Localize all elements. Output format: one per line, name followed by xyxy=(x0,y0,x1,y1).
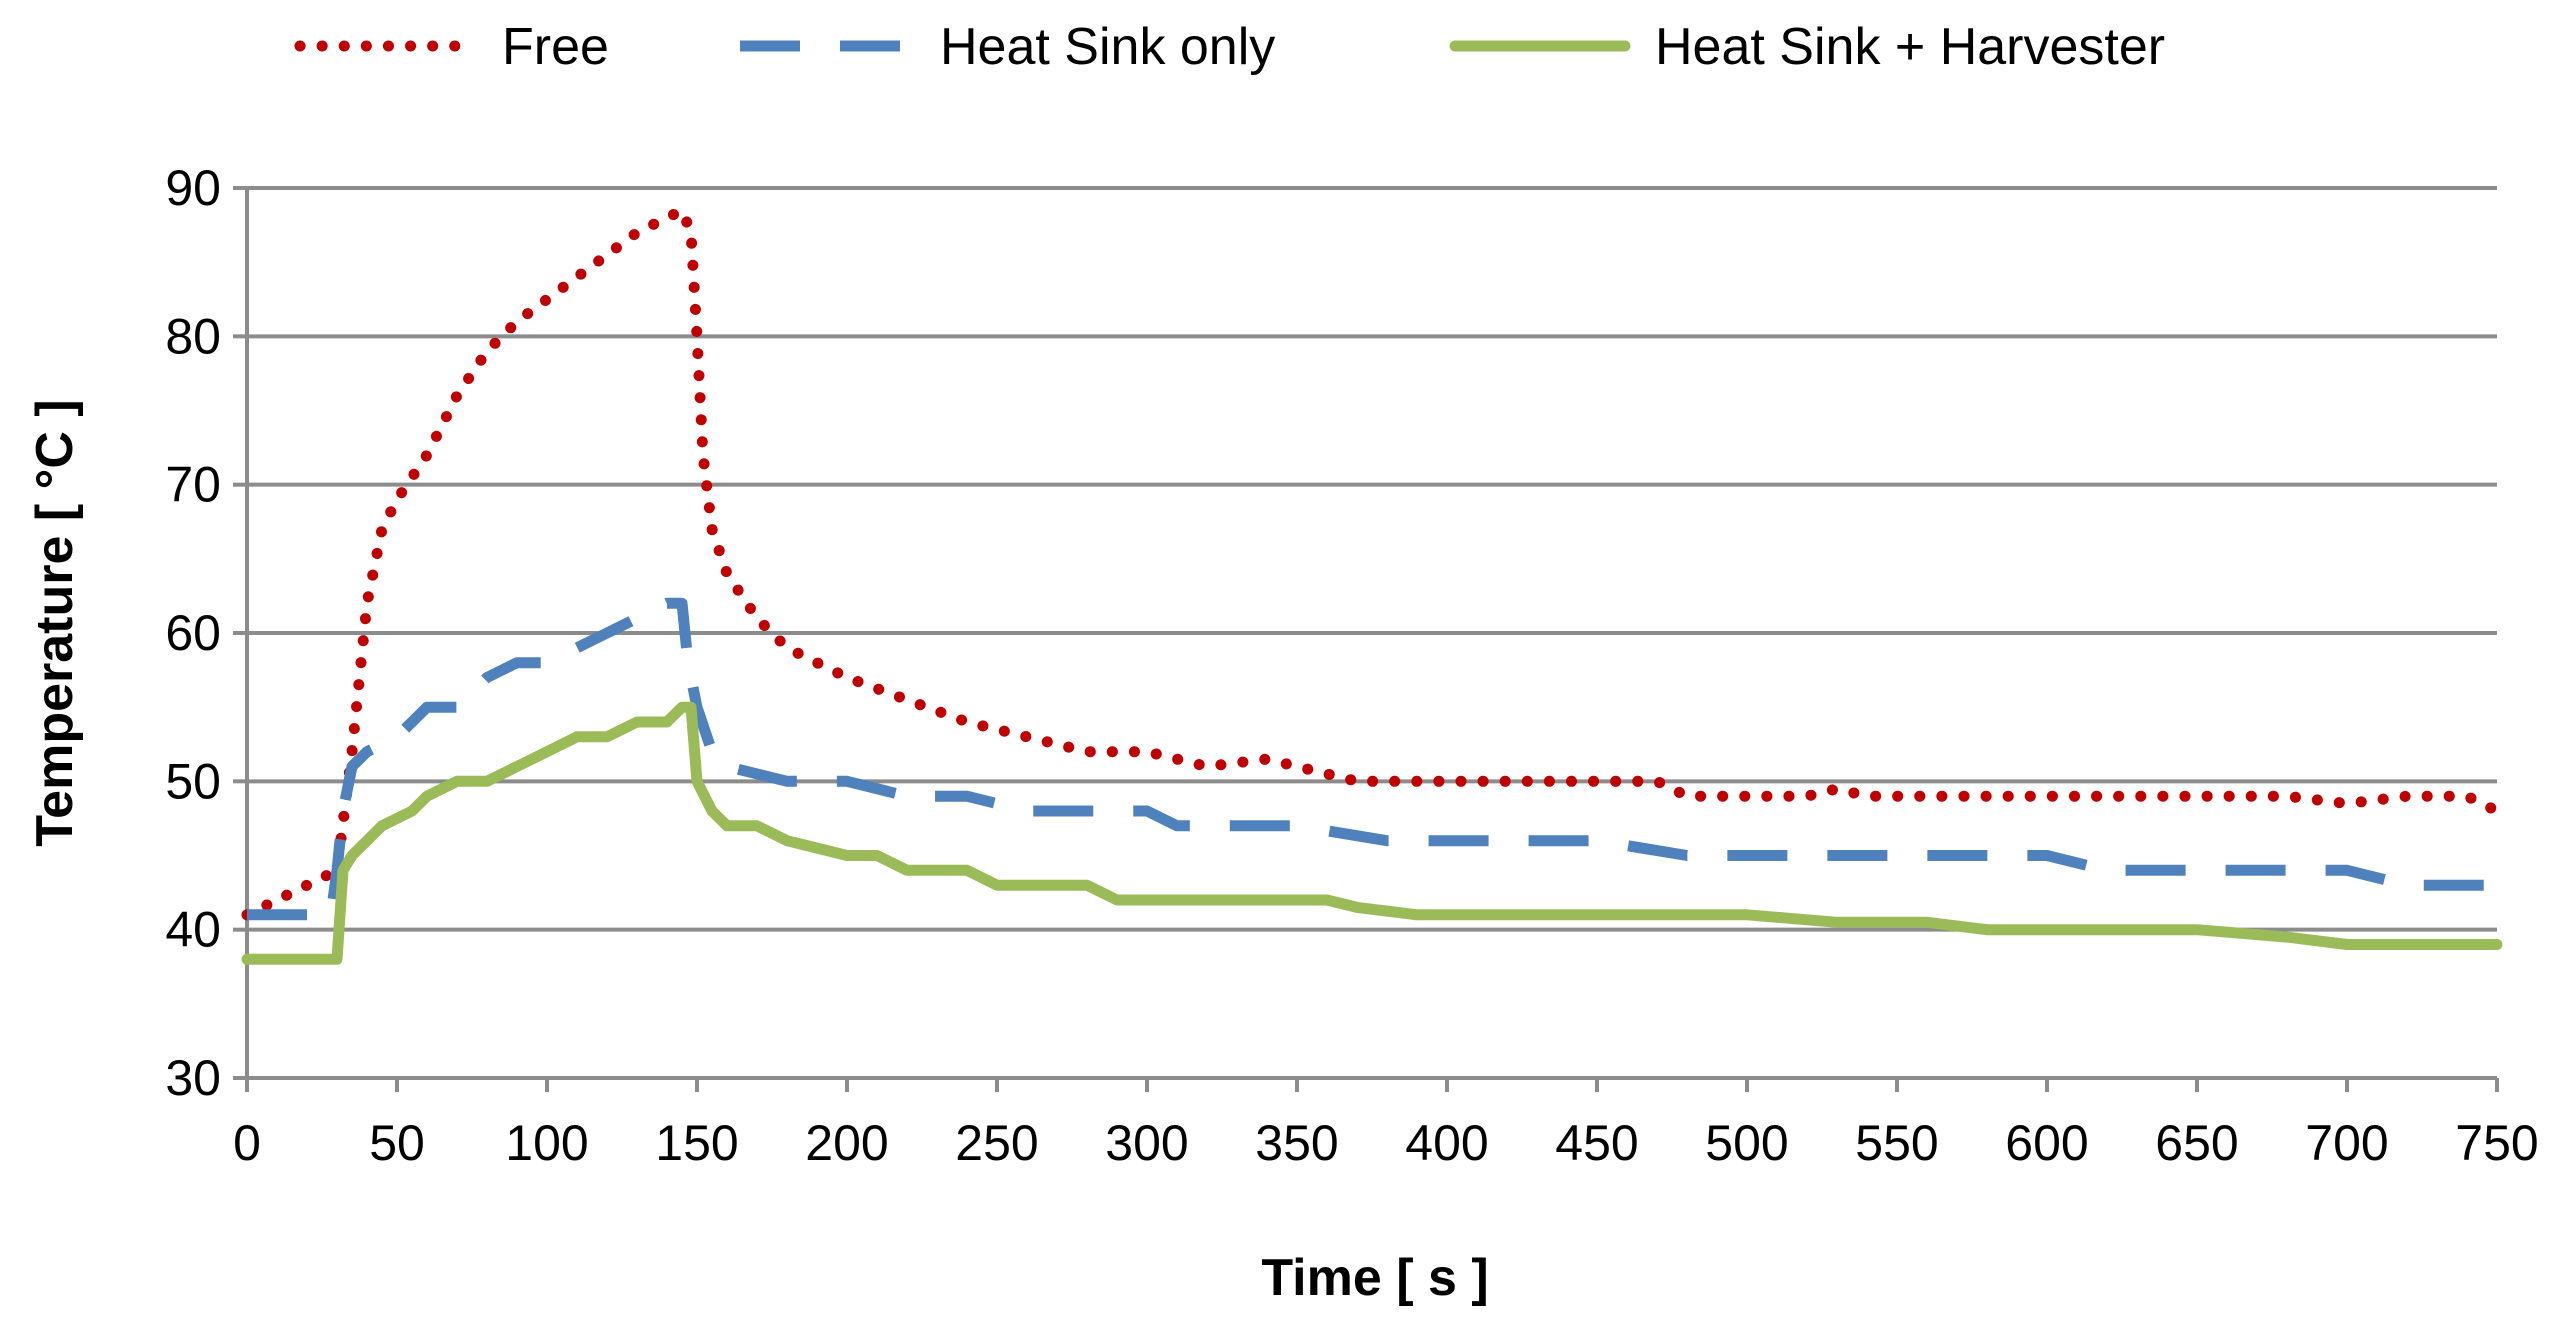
y-tick-label-70: 70 xyxy=(165,457,221,513)
y-axis-title: Temperature [ °C ] xyxy=(26,399,84,846)
x-tick-label-100: 100 xyxy=(505,1115,588,1171)
x-tick-label-200: 200 xyxy=(805,1115,888,1171)
series-free-line xyxy=(241,204,2503,921)
series-heat-sink-only-line xyxy=(247,597,2497,921)
x-tick-label-650: 650 xyxy=(2155,1115,2238,1171)
gridlines xyxy=(233,186,2497,1080)
legend-label-free: Free xyxy=(502,18,609,76)
y-tick-label-40: 40 xyxy=(165,902,221,958)
x-tick-label-700: 700 xyxy=(2305,1115,2388,1171)
x-tick-label-600: 600 xyxy=(2005,1115,2088,1171)
y-tick-label-90: 90 xyxy=(165,160,221,216)
legend-label-heat-sink-harvester: Heat Sink + Harvester xyxy=(1655,18,2165,76)
x-tick-label-350: 350 xyxy=(1255,1115,1338,1171)
legend-item-heat-sink-only: Heat Sink only xyxy=(740,18,1275,76)
y-tick-label-30: 30 xyxy=(165,1050,221,1106)
series-heat-sink-harvester-line xyxy=(241,701,2503,965)
x-tick-label-0: 0 xyxy=(233,1115,261,1171)
x-tick-label-50: 50 xyxy=(369,1115,425,1171)
x-tick-labels: 0 50 100 150 200 250 300 350 400 450 500 550 600 650 7… xyxy=(233,1115,2539,1171)
axes xyxy=(245,188,2499,1092)
y-tick-label-60: 60 xyxy=(165,605,221,661)
y-tick-label-50: 50 xyxy=(165,753,221,809)
x-tick-label-150: 150 xyxy=(655,1115,738,1171)
legend-item-heat-sink-harvester: Heat Sink + Harvester xyxy=(1449,18,2165,76)
x-tick-label-500: 500 xyxy=(1705,1115,1788,1171)
series-layer xyxy=(241,204,2503,965)
x-tick-label-450: 450 xyxy=(1555,1115,1638,1171)
x-tick-label-250: 250 xyxy=(955,1115,1038,1171)
x-tick-label-400: 400 xyxy=(1405,1115,1488,1171)
x-tick-label-300: 300 xyxy=(1105,1115,1188,1171)
legend-item-free: Free xyxy=(294,18,609,76)
y-tick-labels: 30 40 50 60 70 80 90 xyxy=(165,160,221,1106)
y-tick-label-80: 80 xyxy=(165,308,221,364)
legend-label-heat-sink-only: Heat Sink only xyxy=(940,18,1275,76)
x-tick-label-750: 750 xyxy=(2455,1115,2538,1171)
x-tick-label-550: 550 xyxy=(1855,1115,1938,1171)
legend: Free Heat Sink only Heat Sink + Harveste… xyxy=(294,18,2165,76)
x-axis-title: Time [ s ] xyxy=(1261,1249,1488,1307)
